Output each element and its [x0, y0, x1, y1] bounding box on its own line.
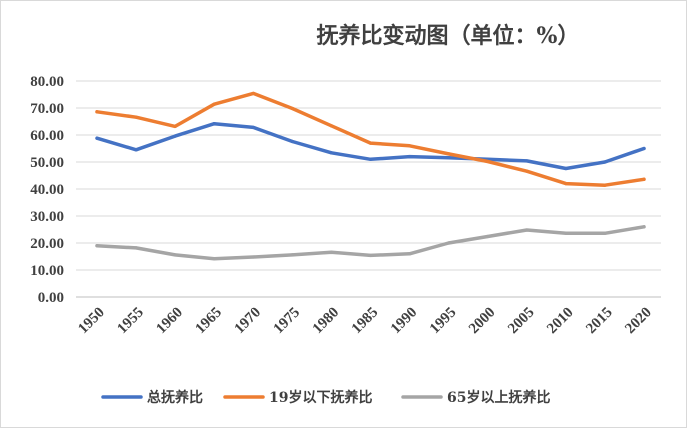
legend-label: 19岁以下抚养比: [269, 389, 372, 406]
chart-title: 抚养比变动图（单位：%）: [317, 23, 580, 49]
data-point: [329, 151, 334, 155]
data-point: [173, 253, 177, 257]
y-tick-label: 20.00: [30, 236, 64, 252]
legend-item: 65岁以上抚养比: [401, 389, 550, 406]
y-tick-label: 50.00: [30, 155, 64, 171]
series-2: [95, 91, 646, 187]
series-lines: [95, 91, 646, 261]
x-tick-label: 1960: [153, 305, 186, 338]
data-point: [525, 228, 529, 232]
x-tick-label: 1955: [114, 305, 147, 338]
y-tick-label: 60.00: [30, 128, 64, 144]
data-point: [525, 159, 529, 163]
data-point: [642, 146, 646, 151]
x-tick-label: 2020: [622, 305, 655, 338]
data-point: [251, 125, 255, 130]
data-point: [642, 225, 646, 229]
data-point: [368, 141, 373, 145]
x-axis-ticks: 1950 1955 1960 1965 1970 1975 1980 1985 1990 1995…: [75, 305, 655, 338]
data-point: [251, 91, 255, 96]
x-tick-label: 1970: [232, 305, 265, 338]
data-point: [290, 253, 294, 257]
data-point: [290, 106, 294, 111]
grid-lines: [76, 80, 661, 298]
x-tick-label: 2005: [505, 305, 538, 338]
series-3: [95, 225, 646, 261]
data-point: [173, 124, 177, 128]
data-point: [212, 102, 216, 106]
data-point: [368, 253, 373, 258]
data-point: [447, 152, 451, 156]
data-point: [603, 183, 607, 187]
data-point: [134, 246, 138, 250]
data-point: [564, 231, 568, 235]
x-tick-label: 1990: [388, 305, 421, 338]
data-point: [447, 156, 451, 160]
x-tick-label: 1985: [349, 305, 382, 338]
data-point: [642, 177, 646, 181]
data-point: [407, 144, 412, 148]
legend-item: 19岁以下抚养比: [223, 389, 372, 406]
data-point: [603, 231, 607, 235]
x-tick-label: 2000: [466, 305, 499, 338]
legend-label: 65岁以上抚养比: [447, 389, 550, 406]
x-tick-label: 1975: [271, 305, 304, 338]
data-point: [95, 244, 99, 248]
data-point: [173, 134, 177, 138]
legend: 总抚养比 19岁以下抚养比 65岁以上抚养比: [101, 389, 550, 406]
data-point: [95, 136, 99, 140]
y-tick-label: 80.00: [30, 74, 64, 90]
data-point: [603, 160, 607, 164]
y-tick-label: 40.00: [30, 182, 64, 198]
data-point: [290, 139, 294, 144]
data-point: [486, 159, 490, 164]
data-point: [212, 122, 216, 126]
x-tick-label: 1950: [75, 305, 108, 338]
series-line: [95, 91, 646, 187]
data-point: [407, 252, 412, 256]
data-point: [564, 182, 568, 186]
x-tick-label: 2010: [544, 305, 577, 338]
x-tick-label: 1995: [427, 305, 460, 338]
y-tick-label: 0.00: [38, 290, 64, 306]
data-point: [134, 148, 138, 152]
data-point: [525, 169, 529, 173]
data-point: [134, 115, 138, 119]
data-point: [368, 157, 373, 161]
y-tick-label: 70.00: [30, 101, 64, 117]
data-point: [407, 155, 412, 159]
y-tick-label: 30.00: [30, 209, 64, 225]
data-point: [329, 124, 334, 128]
y-tick-label: 10.00: [30, 263, 64, 279]
legend-label: 总抚养比: [147, 389, 203, 406]
x-tick-label: 1965: [193, 305, 226, 338]
data-point: [212, 257, 216, 261]
series-1: [95, 121, 646, 171]
data-point: [447, 241, 451, 245]
x-tick-label: 1980: [310, 305, 343, 338]
data-point: [251, 255, 255, 259]
legend-item: 总抚养比: [101, 389, 203, 406]
data-point: [486, 234, 490, 239]
data-point: [564, 166, 568, 171]
data-point: [329, 250, 334, 254]
y-axis-ticks: 0.00 10.00 20.00 30.00 40.00 50.00 60.00 70.00 8…: [30, 74, 64, 306]
x-tick-label: 2015: [583, 305, 616, 338]
data-point: [95, 110, 99, 114]
